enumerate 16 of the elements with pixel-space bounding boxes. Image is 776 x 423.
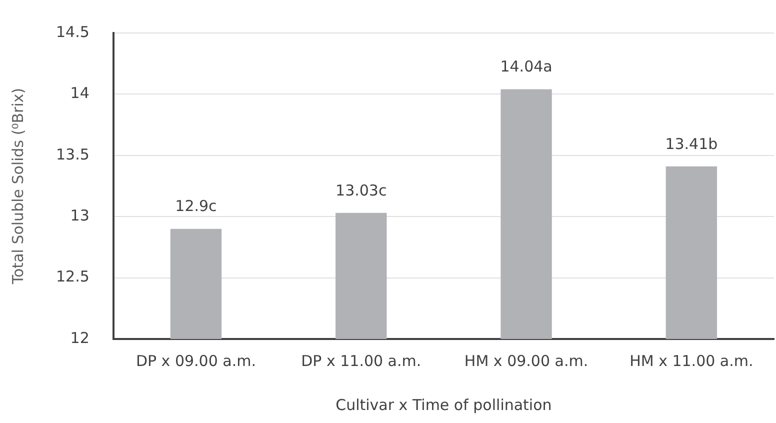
data-label: 12.9c [175,197,217,216]
y-tick-label: 13 [70,206,90,224]
y-tick-label: 14.5 [56,22,90,41]
data-label: 14.04a [500,58,552,76]
data-label: 13.03c [336,181,387,200]
y-tick-label: 12 [70,328,90,347]
x-axis-title: Cultivar x Time of pollination [336,396,552,414]
y-tick-label: 14 [70,84,90,102]
x-tick-label: DP x 11.00 a.m. [301,352,422,370]
x-tick-label: HM x 09.00 a.m. [464,352,588,370]
y-axis-title: Total Soluble Solids (⁰Brix) [8,88,27,286]
y-tick-label: 13.5 [56,145,90,164]
x-tick-label: HM x 11.00 a.m. [630,352,754,370]
x-tick-label: DP x 09.00 a.m. [136,352,256,370]
data-label: 13.41b [665,134,718,153]
y-tick-label: 12.5 [56,268,90,286]
